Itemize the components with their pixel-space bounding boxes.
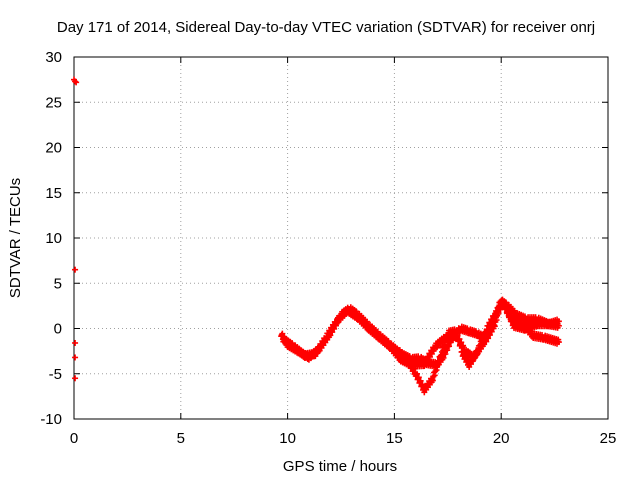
grid-lines [74, 57, 608, 419]
y-tick-label: 30 [45, 49, 62, 66]
x-tick-labels: 0 5 10 15 20 25 [70, 430, 617, 447]
data-point [385, 339, 392, 346]
x-tick-label: 5 [177, 430, 185, 447]
data-point [410, 365, 417, 372]
data-point [73, 79, 80, 86]
data-point [456, 336, 463, 343]
data-point [415, 374, 422, 381]
data-point [555, 318, 562, 325]
y-tick-label: 25 [45, 94, 62, 111]
y-tick-label: 20 [45, 140, 62, 157]
y-tick-label: 15 [45, 185, 62, 202]
data-point [72, 354, 79, 361]
data-point [507, 312, 514, 319]
data-point [511, 307, 518, 314]
data-point [363, 321, 370, 328]
data-point [505, 308, 512, 315]
data-point [413, 370, 420, 377]
x-tick-label: 25 [600, 430, 617, 447]
y-tick-labels: -10 -5 0 5 10 15 20 25 30 [40, 49, 62, 428]
x-tick-label: 10 [279, 430, 296, 447]
data-point [454, 330, 461, 337]
y-tick-label: 0 [54, 321, 62, 338]
y-tick-label: -10 [40, 411, 62, 428]
chart-title: Day 171 of 2014, Sidereal Day-to-day VTE… [57, 19, 595, 36]
data-point [72, 78, 79, 85]
y-axis-label: SDTVAR / TECUs [7, 178, 24, 298]
x-tick-label: 15 [386, 430, 403, 447]
data-point [72, 266, 79, 273]
data-point [417, 377, 424, 384]
x-tick-label: 20 [493, 430, 510, 447]
x-axis-label: GPS time / hours [283, 458, 397, 475]
data-point [555, 339, 562, 346]
y-tick-label: -5 [49, 366, 62, 383]
data-point [72, 375, 79, 382]
data-point [464, 356, 471, 363]
x-tick-label: 0 [70, 430, 78, 447]
data-point [509, 316, 516, 323]
data-point [402, 352, 409, 359]
data-point [503, 304, 510, 311]
data-point [72, 339, 79, 346]
y-tick-label: 5 [54, 275, 62, 292]
data-point [374, 330, 381, 337]
data-point [299, 348, 306, 355]
axis-ticks [73, 56, 609, 420]
y-tick-label: 10 [45, 230, 62, 247]
data-point [458, 342, 465, 349]
data-points [71, 76, 562, 396]
data-point [501, 300, 508, 307]
